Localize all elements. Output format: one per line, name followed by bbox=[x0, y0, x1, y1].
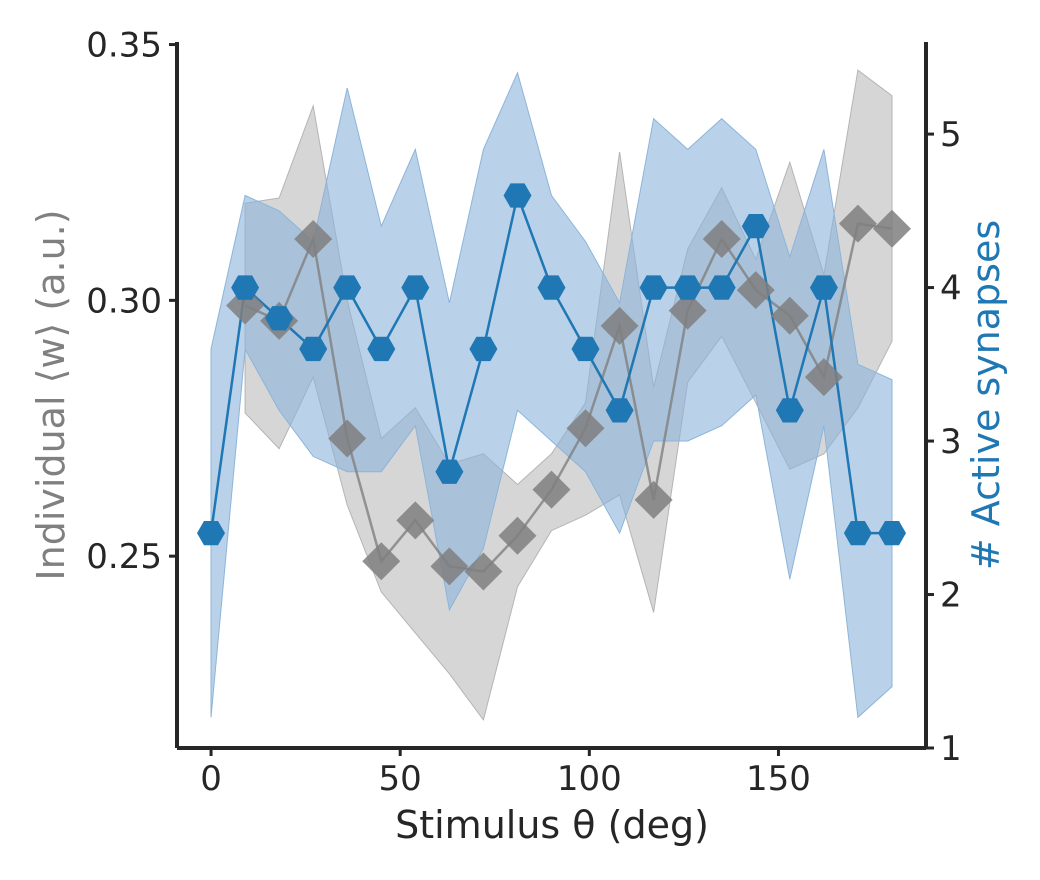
synapses-point bbox=[639, 275, 668, 300]
left-y-tick-label: 0.35 bbox=[86, 26, 162, 66]
right-y-tick-label: 1 bbox=[940, 729, 962, 769]
right-y-tick-label: 2 bbox=[940, 576, 962, 616]
synapses-point bbox=[878, 521, 906, 546]
synapses-point bbox=[503, 183, 532, 208]
weight-point bbox=[600, 306, 639, 345]
weight-point bbox=[634, 480, 673, 519]
left-y-axis-ticks: 0.25 0.30 0.35 bbox=[86, 26, 177, 577]
weight-point bbox=[396, 501, 435, 540]
right-y-axis-ticks: 1 2 3 4 5 bbox=[926, 115, 962, 769]
synapses-point bbox=[469, 336, 498, 362]
left-y-tick-label: 0.30 bbox=[86, 281, 162, 321]
synapses-point bbox=[265, 306, 294, 331]
weight-point bbox=[294, 219, 333, 258]
synapses-point bbox=[537, 275, 566, 300]
weight-point bbox=[702, 219, 741, 258]
synapses-point bbox=[673, 275, 702, 300]
weight-point bbox=[226, 286, 265, 325]
x-tick-label: 50 bbox=[379, 759, 422, 799]
synapses-point bbox=[299, 336, 328, 362]
x-tick-label: 100 bbox=[557, 759, 622, 799]
synapses-point bbox=[435, 459, 464, 484]
right-y-tick-label: 3 bbox=[940, 422, 962, 462]
error-bands bbox=[210, 69, 893, 722]
weight-point bbox=[838, 204, 877, 243]
weight-point bbox=[872, 209, 911, 248]
weight-point bbox=[362, 542, 401, 581]
synapses-point bbox=[401, 275, 430, 300]
weight-point bbox=[668, 291, 707, 330]
synapses-point bbox=[197, 521, 225, 546]
weight-point bbox=[328, 419, 367, 458]
left-y-tick-label: 0.25 bbox=[86, 537, 162, 577]
weight-point bbox=[430, 547, 469, 586]
weight-point bbox=[736, 271, 775, 310]
x-axis-label: Stimulus θ (deg) bbox=[395, 803, 709, 847]
weight-point bbox=[498, 516, 537, 555]
weight-point bbox=[770, 296, 809, 335]
synapses-point bbox=[775, 398, 804, 423]
x-axis-ticks: 0 50 100 150 bbox=[200, 748, 811, 799]
weight-point bbox=[464, 552, 503, 591]
series-markers bbox=[197, 183, 911, 591]
left-y-axis-label: Individual ⟨w⟩ (a.u.) bbox=[29, 209, 73, 580]
synapses-point bbox=[605, 398, 634, 423]
synapses-point bbox=[231, 275, 260, 300]
x-tick-label: 0 bbox=[200, 759, 222, 799]
weight-point bbox=[532, 470, 571, 509]
synapses-point bbox=[571, 336, 600, 362]
weight-point bbox=[804, 358, 843, 397]
synapses-point bbox=[809, 275, 838, 300]
x-tick-label: 150 bbox=[746, 759, 811, 799]
synapses-point bbox=[741, 214, 770, 239]
synapses-point bbox=[333, 275, 362, 300]
right-y-tick-label: 4 bbox=[940, 269, 962, 309]
synapses-point bbox=[843, 521, 872, 546]
synapses-point bbox=[707, 275, 736, 300]
weight-point bbox=[566, 409, 605, 448]
right-y-tick-label: 5 bbox=[940, 115, 962, 155]
right-y-axis-label: # Active synapses bbox=[964, 220, 1008, 570]
synapses-point bbox=[367, 336, 396, 362]
